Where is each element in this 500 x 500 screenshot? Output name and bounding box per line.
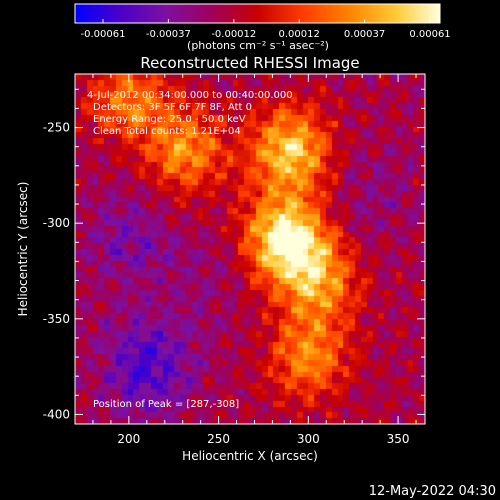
peak-position-label: Position of Peak = [287,-308]	[93, 399, 239, 410]
x-tick-label: 350	[387, 432, 410, 446]
chart-title: Reconstructed RHESSI Image	[140, 54, 359, 72]
colorbar-units-label: (photons cm⁻² s⁻¹ asec⁻²)	[187, 39, 329, 52]
plot-frame	[74, 73, 426, 425]
y-axis-label: Heliocentric Y (arcsec)	[16, 182, 30, 317]
x-tick-label: 200	[117, 432, 140, 446]
annotation-line: Clean Total counts: 1.21E+04	[93, 126, 241, 137]
x-axis-label: Heliocentric X (arcsec)	[182, 449, 318, 463]
x-axis: 200 250 300 350	[92, 74, 417, 446]
x-tick-label: 250	[207, 432, 230, 446]
colorbar-ticks: -0.00061 -0.00037 -0.00012 0.00012 0.00037 0.…	[81, 19, 451, 40]
y-tick-label: -400	[43, 407, 70, 421]
colorbar-tick-label: -0.00037	[146, 29, 191, 40]
annotation-block: 4-Jul-2012 00:34:00.000 to 00:40:00.000D…	[87, 90, 293, 137]
annotation-line: Detectors: 3F 5F 6F 7F 8F, Att 0	[93, 102, 252, 113]
footer-timestamp: 12-May-2022 04:30	[369, 484, 496, 499]
x-tick-label: 300	[297, 432, 320, 446]
colorbar-tick-label: -0.00012	[211, 29, 256, 40]
y-tick-label: -350	[43, 312, 70, 326]
heatmap	[75, 74, 425, 424]
heatmap-image	[75, 74, 425, 424]
annotation-line: Energy Range: 25.0 - 50.0 keV	[93, 114, 246, 125]
colorbar-gradient	[74, 3, 441, 24]
colorbar-tick-label: 0.00061	[409, 29, 450, 40]
y-tick-label: -250	[43, 121, 70, 135]
colorbar-tick-label: -0.00061	[81, 29, 126, 40]
colorbar-tick-label: 0.00012	[279, 29, 320, 40]
colorbar: -0.00061 -0.00037 -0.00012 0.00012 0.00037 0.…	[74, 3, 451, 52]
annotation-line: 4-Jul-2012 00:34:00.000 to 00:40:00.000	[87, 90, 293, 101]
y-tick-label: -300	[43, 216, 70, 230]
colorbar-tick-label: 0.00037	[344, 29, 385, 40]
y-axis: -400 -350 -300 -250	[43, 88, 425, 421]
